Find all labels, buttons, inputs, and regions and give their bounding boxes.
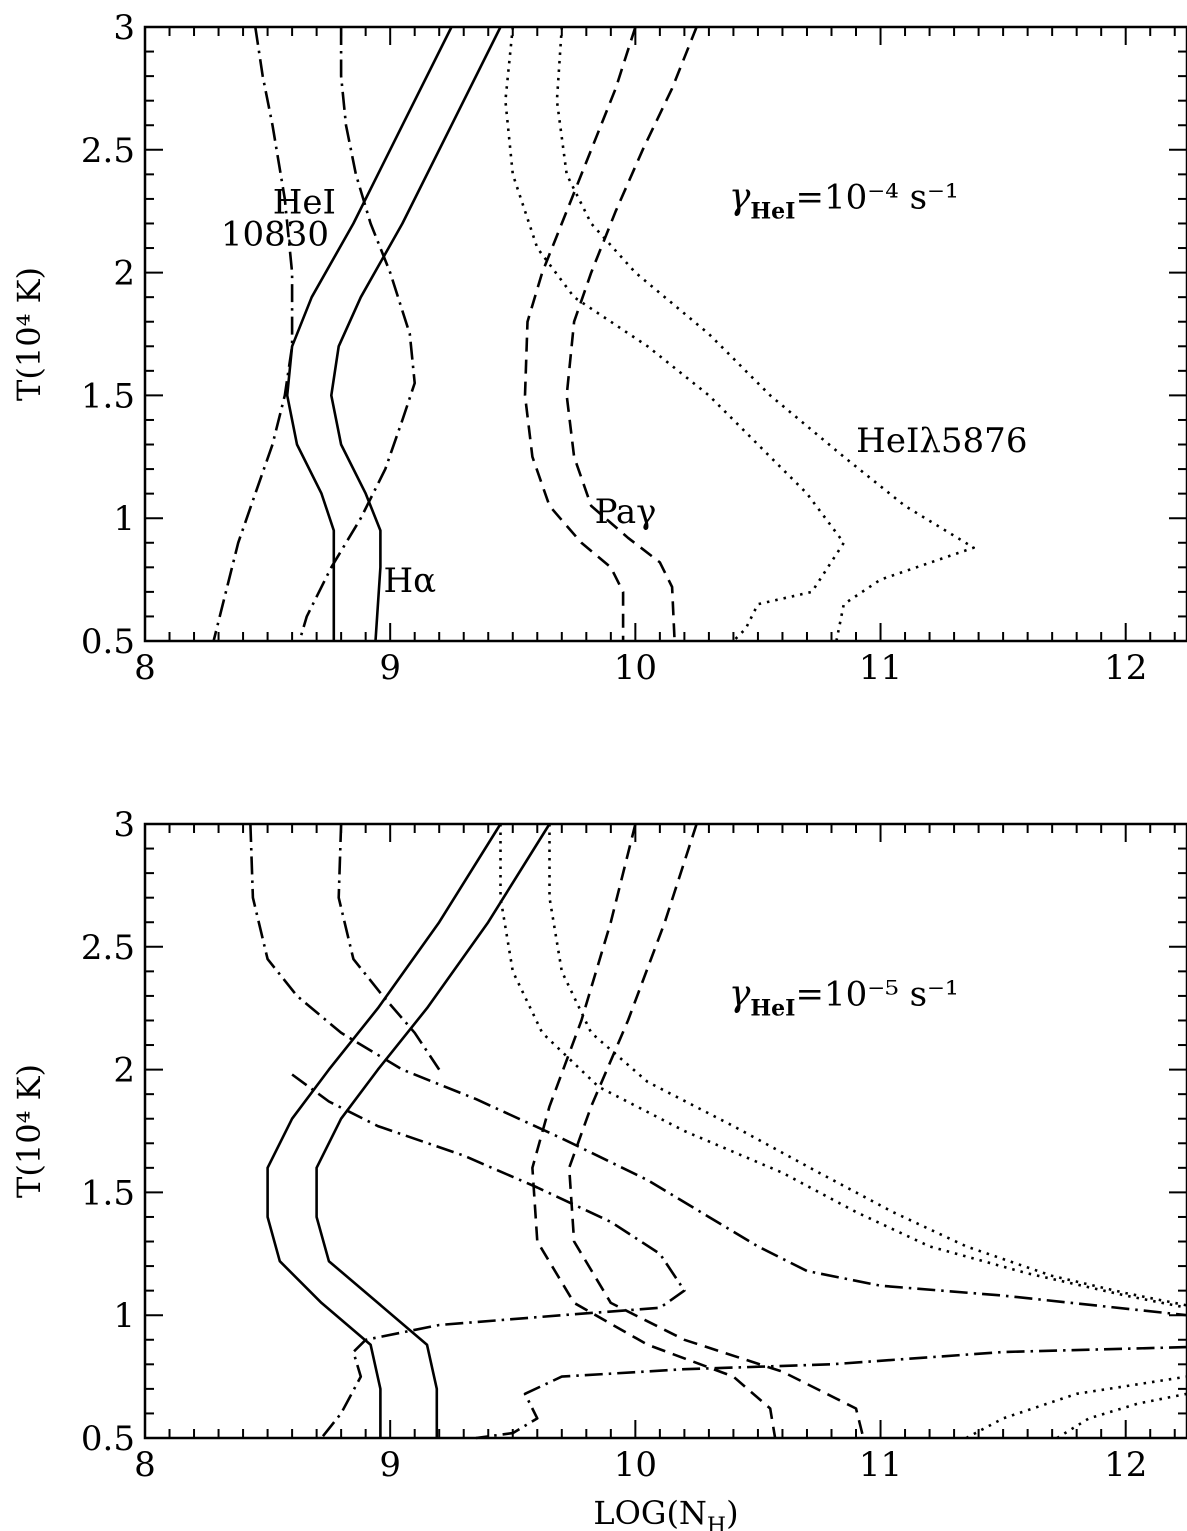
series-1-dash-dot bbox=[298, 27, 416, 642]
y-tick-label: 3 bbox=[113, 8, 135, 48]
series-2-dash-dot bbox=[291, 1073, 686, 1439]
y-tick-label: 1.5 bbox=[81, 1173, 135, 1213]
x-tick-label: 10 bbox=[614, 648, 657, 688]
y-tick-label: 0.5 bbox=[81, 622, 135, 662]
y-tick-label: 3 bbox=[113, 805, 135, 845]
annotation-hei5876: HeIλ5876 bbox=[856, 421, 1027, 461]
y-tick-label: 2 bbox=[113, 254, 135, 294]
y-axis-label: T(10⁴ K) bbox=[10, 1064, 48, 1198]
y-tick-label: 1.5 bbox=[81, 376, 135, 416]
y-tick-label: 1 bbox=[113, 1296, 135, 1336]
series-0-dash-dot bbox=[212, 26, 294, 642]
series-0-dash-dot bbox=[249, 823, 1187, 1317]
series-5-solid bbox=[315, 823, 551, 1438]
series-4-solid bbox=[266, 823, 502, 1438]
series-2-solid bbox=[285, 26, 453, 641]
x-tick-label: 11 bbox=[859, 1445, 902, 1485]
x-tick-label: 9 bbox=[379, 648, 401, 688]
series-5-dotted bbox=[555, 26, 975, 642]
x-tick-label: 10 bbox=[614, 1445, 657, 1485]
y-tick-label: 2.5 bbox=[81, 928, 135, 968]
annotation-hei10830-a: HeI bbox=[273, 183, 336, 223]
annotation-pagamma: Paγ bbox=[595, 492, 657, 532]
x-tick-label: 12 bbox=[1104, 648, 1147, 688]
x-tick-label: 9 bbox=[379, 1445, 401, 1485]
y-tick-label: 2 bbox=[113, 1051, 135, 1091]
series-6-dashed bbox=[523, 26, 637, 641]
annotation-halpha: Hα bbox=[383, 561, 436, 601]
annotation-gamma: γHeI=10⁻⁵ s⁻¹ bbox=[729, 974, 959, 1022]
x-tick-label: 8 bbox=[134, 1445, 156, 1485]
series-6-dotted bbox=[499, 824, 1187, 1310]
series-7-dashed bbox=[565, 26, 698, 642]
series-4-dotted bbox=[504, 26, 846, 642]
x-axis-label: LOG(NH) bbox=[593, 1494, 738, 1531]
plot-frame bbox=[143, 822, 1187, 1440]
annotation-gamma: γHeI=10⁻⁴ s⁻¹ bbox=[729, 177, 959, 225]
annotation-hei10830-b: 10830 bbox=[221, 215, 329, 255]
y-tick-label: 2.5 bbox=[81, 131, 135, 171]
series-8-dotted bbox=[965, 1375, 1187, 1440]
y-tick-label: 1 bbox=[113, 499, 135, 539]
series-9-dotted bbox=[1056, 1392, 1187, 1440]
series-3-solid bbox=[330, 26, 502, 642]
bottom-panel: 8 9 10 11 12 0.5 1 1.5 2 2.5 3 T(10⁴ K) LOG(NH) γHeI=… bbox=[10, 805, 1187, 1531]
plot-frame bbox=[143, 25, 1187, 643]
series-10-dashed bbox=[531, 823, 777, 1439]
y-axis-label: T(10⁴ K) bbox=[10, 267, 48, 401]
x-tick-label: 12 bbox=[1104, 1445, 1147, 1485]
series-1-dash-dot bbox=[337, 823, 441, 1071]
y-tick-label: 0.5 bbox=[81, 1419, 135, 1459]
series-7-dotted bbox=[548, 824, 1187, 1307]
x-tick-label: 8 bbox=[134, 648, 156, 688]
series-3-dash-dot bbox=[475, 1345, 1187, 1440]
series-11-dashed bbox=[567, 823, 865, 1439]
x-tick-label: 11 bbox=[859, 648, 902, 688]
